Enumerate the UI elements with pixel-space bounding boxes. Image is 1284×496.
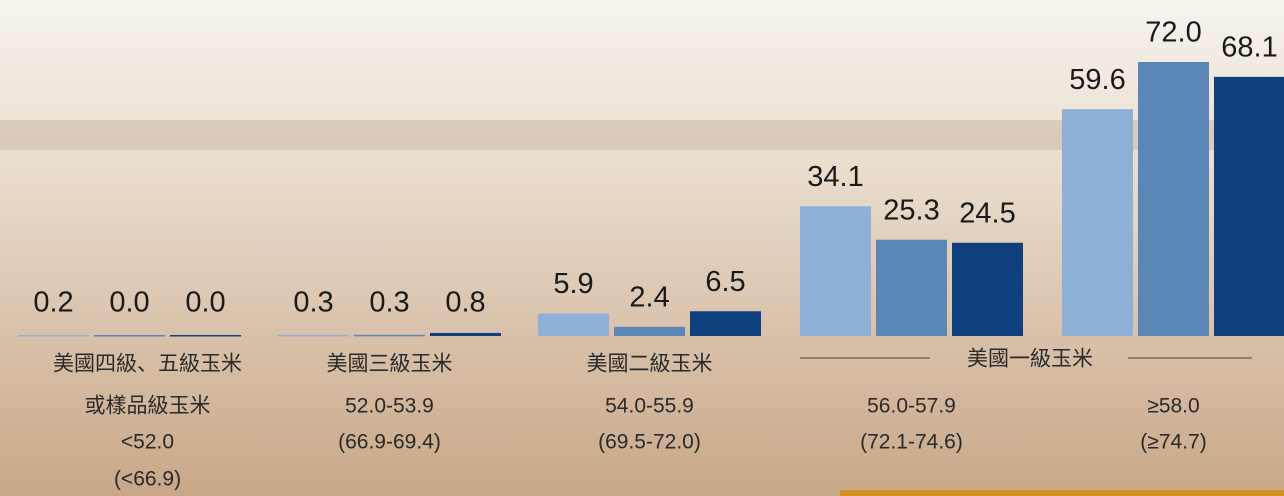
bar	[1062, 109, 1133, 336]
bar	[952, 243, 1023, 336]
value-label: 2.4	[629, 282, 669, 314]
value-label: 0.2	[33, 287, 73, 319]
category-label: <52.0	[121, 431, 174, 454]
category-label: 56.0-57.9	[867, 395, 956, 418]
value-label: 0.3	[293, 287, 333, 319]
category-label: (72.1-74.6)	[860, 431, 963, 454]
category-label: (<66.9)	[114, 468, 181, 491]
bar	[614, 327, 685, 336]
value-label: 0.8	[445, 287, 485, 319]
bar	[1214, 77, 1284, 336]
value-label: 0.0	[185, 287, 225, 319]
bar	[800, 206, 871, 336]
bar	[94, 335, 165, 337]
value-label: 34.1	[807, 161, 863, 193]
category-label: 美國三級玉米	[327, 353, 453, 376]
chart: 美國一級玉米 美國四級、五級玉米或樣品級玉米 <52.0 (<66.9) 美國三級玉米…	[0, 0, 1284, 496]
bar	[538, 314, 609, 336]
category-label: 54.0-55.9	[605, 395, 694, 418]
group-label: 美國一級玉米	[967, 348, 1093, 371]
value-label: 0.3	[369, 287, 409, 319]
bar	[430, 333, 501, 336]
bar	[278, 335, 349, 337]
bar	[876, 240, 947, 336]
category-label: 或樣品級玉米	[85, 395, 211, 418]
category-label: 美國四級、五級玉米	[53, 353, 242, 376]
value-label: 68.1	[1221, 31, 1277, 63]
bar	[170, 335, 241, 337]
value-label: 24.5	[959, 197, 1015, 229]
bar	[354, 335, 425, 337]
category-label: ≥58.0	[1147, 395, 1199, 418]
value-label: 72.0	[1145, 17, 1201, 49]
value-label: 6.5	[705, 266, 745, 298]
value-label: 25.3	[883, 194, 939, 226]
bar	[18, 335, 89, 337]
category-label: (69.5-72.0)	[598, 431, 701, 454]
category-label: (66.9-69.4)	[338, 431, 441, 454]
category-label: 美國二級玉米	[587, 353, 713, 376]
value-label: 5.9	[553, 268, 593, 300]
bar	[1138, 62, 1209, 336]
value-label: 0.0	[109, 287, 149, 319]
value-label: 59.6	[1069, 64, 1125, 96]
accent-bar	[840, 490, 1284, 496]
category-label: (≥74.7)	[1140, 431, 1206, 454]
bar	[690, 311, 761, 336]
category-label: 52.0-53.9	[345, 395, 434, 418]
